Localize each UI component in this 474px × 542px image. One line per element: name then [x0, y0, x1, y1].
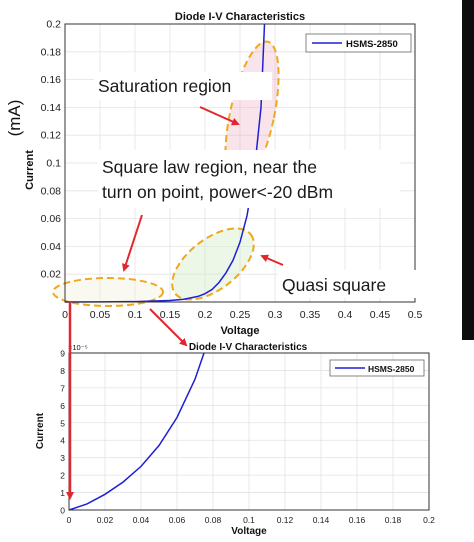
quasi-square-region-ellipse: [171, 227, 255, 301]
x-tick-label: 0.15: [160, 309, 181, 321]
top-chart-title: Diode I-V Characteristics: [175, 11, 305, 23]
y-tick-label: 7: [60, 383, 65, 393]
y-tick-label: 0.06: [41, 213, 62, 225]
quasi-square-arrow: [260, 254, 284, 266]
y-tick-label: 5: [60, 418, 65, 428]
y-tick-label: 9: [60, 349, 65, 359]
bottom-chart-title: Diode I-V Characteristics: [189, 342, 308, 353]
quasi-square-label-bg: [278, 270, 416, 298]
y-tick-label: 3: [60, 453, 65, 463]
top-x-tick-labels: 0 0.05 0.1 0.15 0.2 0.25 0.3 0.35 0.4 0.45 0.5: [62, 309, 422, 321]
y-tick-label: 0.16: [41, 74, 62, 86]
x-tick-label: 0.2: [423, 515, 435, 525]
x-tick-label: 0.06: [169, 515, 186, 525]
zoom-arrows: [66, 302, 188, 500]
x-tick-label: 0.12: [277, 515, 294, 525]
top-x-axis-label: Voltage: [221, 325, 260, 337]
x-tick-label: 0.3: [268, 309, 283, 321]
bottom-series-line-hsms-2850: [68, 352, 205, 511]
y-tick-label: 0.04: [41, 241, 62, 253]
bottom-y-axis-label: Current: [35, 412, 46, 449]
bottom-y-exponent: ×10⁻⁵: [68, 343, 88, 352]
x-tick-label: 0.04: [133, 515, 150, 525]
x-tick-label: 0: [67, 515, 72, 525]
zoom-arrow-diagonal: [149, 308, 188, 347]
y-tick-label: 2: [60, 471, 65, 481]
x-tick-label: 0.1: [128, 309, 143, 321]
x-tick-label: 0.5: [408, 309, 423, 321]
y-tick-label: 0.02: [41, 269, 62, 281]
x-tick-label: 0.1: [243, 515, 255, 525]
x-tick-label: 0.02: [97, 515, 114, 525]
bottom-legend: HSMS-2850: [329, 359, 425, 377]
x-tick-label: 0.35: [300, 309, 321, 321]
y-tick-label: 0.2: [46, 19, 61, 31]
top-annotations: Saturation region Square law region, nea…: [94, 72, 416, 298]
bottom-legend-box: [329, 359, 425, 377]
x-tick-label: 0: [62, 309, 68, 321]
top-legend: HSMS-2850: [305, 33, 412, 53]
x-tick-label: 0.18: [385, 515, 402, 525]
x-tick-label: 0.08: [205, 515, 222, 525]
y-tick-label: 0: [60, 506, 65, 516]
x-tick-label: 0.25: [230, 309, 251, 321]
x-tick-label: 0.4: [338, 309, 353, 321]
top-annotation-arrows: [122, 106, 284, 272]
bottom-chart: Diode I-V Characteristics ×10⁻⁵ 0 0.02 0.0…: [8, 340, 470, 537]
y-tick-label: 0.18: [41, 46, 62, 58]
square-law-label-line-2: turn on point, power<-20 dBm: [102, 182, 333, 202]
x-tick-label: 0.16: [349, 515, 366, 525]
y-tick-label: 0.1: [46, 158, 61, 170]
bottom-x-axis-label: Voltage: [231, 526, 267, 537]
bottom-y-tick-labels: 0 1 2 3 4 5 6 7 8 9: [60, 349, 65, 516]
square-law-label-line-1: Square law region, near the: [102, 157, 317, 177]
top-y-tick-labels: 0.02 0.04 0.06 0.08 0.1 0.12 0.14 0.16 0.18 0.2: [41, 19, 62, 281]
top-plot-frame: [64, 23, 416, 303]
square-law-region-ellipse: [52, 277, 164, 307]
saturation-region-label: Saturation region: [98, 76, 231, 96]
top-legend-label: HSMS-2850: [346, 39, 398, 50]
x-tick-label: 0.2: [198, 309, 213, 321]
bottom-x-tick-labels: 0 0.02 0.04 0.06 0.08 0.1 0.12 0.14 0.16 0.18 0.2: [67, 515, 436, 525]
bottom-legend-label: HSMS-2850: [368, 364, 415, 374]
y-tick-label: 6: [60, 401, 65, 411]
quasi-square-label: Quasi square: [282, 275, 386, 295]
x-tick-label: 0.05: [90, 309, 111, 321]
square-law-label-bg: [98, 150, 400, 208]
y-tick-label: 8: [60, 366, 65, 376]
x-tick-label: 0.14: [313, 515, 330, 525]
top-legend-box: [305, 33, 412, 53]
right-edge-panel: [462, 0, 474, 340]
y-tick-label: 1: [60, 488, 65, 498]
y-tick-label: 0.12: [41, 130, 62, 142]
top-y-axis-unit: (mA): [5, 100, 24, 137]
saturation-arrow: [199, 106, 240, 126]
saturation-label-bg: [94, 72, 272, 100]
square-law-arrow: [122, 214, 143, 272]
y-tick-label: 4: [60, 436, 65, 446]
x-tick-label: 0.45: [370, 309, 391, 321]
y-tick-label: 0.14: [41, 102, 62, 114]
top-y-axis-label: Current: [24, 150, 36, 190]
y-tick-label: 0.08: [41, 185, 62, 197]
top-chart: Diode I-V Characteristics 0 0.05 0.1 0.15 0.…: [5, 11, 423, 337]
